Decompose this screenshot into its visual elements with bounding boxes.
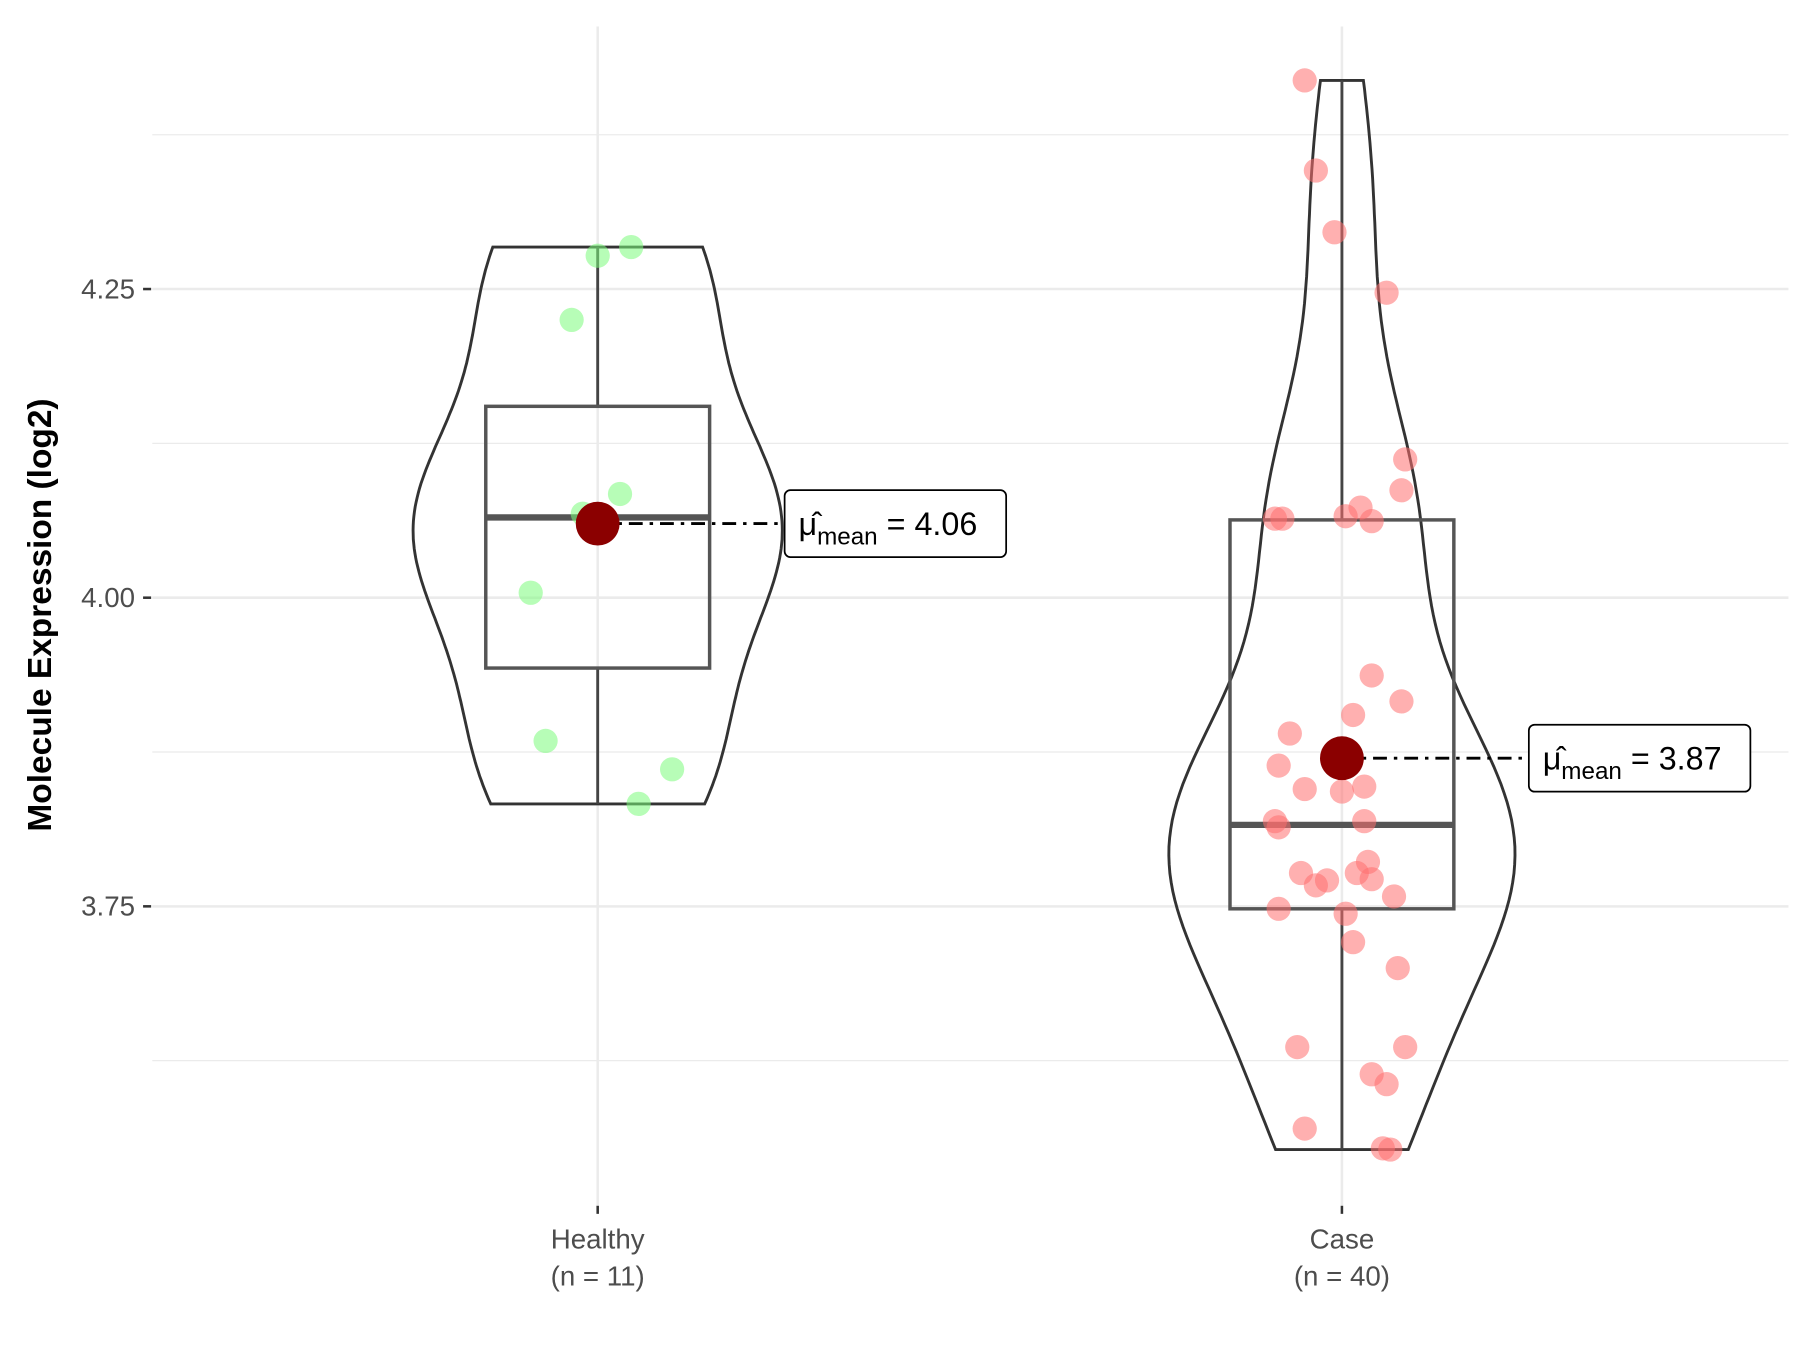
data-point [1333, 901, 1358, 926]
data-point [1292, 1116, 1317, 1141]
data-point [1389, 478, 1414, 503]
x-tick-label: Healthy [551, 1223, 645, 1254]
data-point [1266, 753, 1291, 778]
mean-label-part: mean [817, 523, 878, 550]
mean-label-part: 3.87 [1659, 741, 1722, 777]
data-point [1374, 280, 1399, 305]
data-point [1292, 776, 1317, 802]
data-point [607, 481, 633, 507]
data-point [619, 234, 644, 260]
data-point [1359, 509, 1384, 534]
data-point [1277, 721, 1302, 746]
x-tick-n-label: (n = 11) [551, 1260, 645, 1291]
data-point [559, 307, 584, 333]
data-point [1393, 447, 1418, 472]
grid [152, 26, 1789, 1206]
y-tick-label: 3.75 [81, 891, 135, 922]
mean-label-box [1527, 723, 1752, 793]
data-point [1389, 689, 1414, 714]
data-point [1352, 774, 1377, 799]
mean-label: μ̂mean = 3.87 [1543, 741, 1722, 785]
data-point [1374, 1072, 1399, 1097]
data-point [1381, 884, 1407, 909]
data-point [1359, 663, 1384, 688]
data-point [1329, 779, 1355, 804]
mean-label-box [783, 489, 1008, 558]
y-axis-title: Molecule Expression (log2) [22, 398, 59, 831]
mean-label-part: mean [1561, 758, 1622, 785]
data-point [1340, 702, 1366, 728]
data-point [1359, 867, 1384, 892]
y-tick-label: 4.00 [81, 582, 135, 613]
data-point [626, 791, 651, 816]
data-point [660, 757, 685, 782]
data-point [1303, 158, 1328, 183]
x-axis: Healthy (n = 11) Case (n = 40) [551, 1205, 1390, 1291]
data-point [1352, 809, 1377, 834]
mean-point [1320, 736, 1364, 781]
data-point [585, 243, 610, 268]
data-point [1292, 68, 1317, 93]
x-tick-label: Case [1310, 1223, 1375, 1254]
violin-outline [1167, 78, 1517, 1152]
data-point [1322, 220, 1347, 245]
violin-outline [411, 245, 784, 806]
data-point [518, 580, 543, 605]
y-tick-label: 4.25 [81, 273, 135, 304]
data-point [533, 728, 558, 754]
data-point [1378, 1137, 1403, 1162]
data-point [1266, 815, 1291, 840]
data-point [1340, 930, 1366, 955]
data-point [1285, 1034, 1310, 1060]
data-point [1314, 868, 1340, 893]
mean-point [575, 501, 620, 546]
mean-label-part: 4.06 [914, 506, 977, 542]
data-point [1385, 955, 1410, 981]
mean-label-part: = [1622, 741, 1659, 777]
data-point [1393, 1034, 1418, 1060]
y-axis: 3.75 4.00 4.25 [81, 273, 152, 922]
data-point [1270, 506, 1295, 531]
data-point [1266, 896, 1291, 921]
box [484, 404, 712, 670]
mean-label-part: = [878, 506, 915, 542]
x-tick-n-label: (n = 40) [1294, 1260, 1390, 1291]
plot-marks: μ̂mean = 4.06μ̂mean = 3.87 [411, 68, 1752, 1162]
